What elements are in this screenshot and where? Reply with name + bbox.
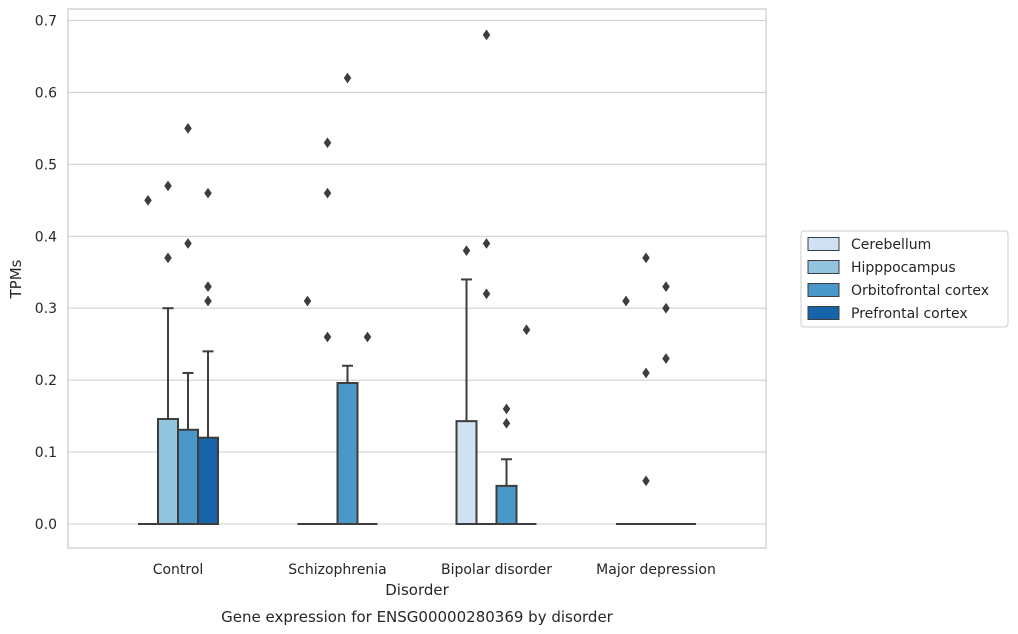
y-tick-label: 0.5: [35, 157, 57, 173]
outlier-point: [622, 295, 630, 307]
box-body: [157, 417, 179, 525]
outlier-point: [184, 122, 192, 134]
y-tick-label: 0.3: [35, 301, 57, 317]
legend-swatch: [807, 260, 840, 274]
legend-label: Hipppocampus: [851, 260, 956, 276]
x-tick-label: Bipolar disorder: [441, 562, 552, 578]
box-orbitofrontal-cortex: [177, 371, 199, 525]
y-tick-labels: 0.0 0.1 0.2 0.3 0.4 0.5 0.6 0.7: [35, 14, 57, 534]
outlier-point: [323, 137, 332, 149]
box-orbitofrontal-cortex: [495, 458, 518, 526]
outlier-point: [363, 331, 372, 343]
figure-caption: Gene expression for ENSG00000280369 by d…: [221, 608, 614, 626]
x-tick-label: Major depression: [596, 562, 716, 578]
outlier-point: [164, 180, 172, 192]
legend-label: Prefrontal cortex: [851, 306, 968, 322]
outlier-point: [204, 281, 212, 293]
outlier-point: [323, 331, 332, 343]
outlier-points: [144, 29, 670, 487]
outlier-point: [184, 238, 192, 249]
x-tick-labels: Control Schizophrenia Bipolar disorder Majo…: [153, 562, 716, 578]
legend-label: Orbitofrontal cortex: [851, 283, 989, 299]
outlier-point: [662, 281, 670, 293]
outlier-point: [144, 194, 152, 206]
box-hipppocampus: [157, 307, 179, 525]
outlier-point: [343, 72, 352, 84]
outlier-point: [204, 187, 212, 199]
x-axis-title: Disorder: [385, 581, 449, 599]
box-cerebellum: [455, 278, 478, 526]
box-body: [177, 428, 199, 525]
legend-swatch: [807, 306, 840, 320]
legend: Cerebellum Hipppocampus Orbitofrontal cort…: [800, 230, 1009, 328]
outlier-point: [662, 302, 670, 314]
x-tick-label: Schizophrenia: [288, 562, 386, 578]
x-tick-label: Control: [153, 562, 204, 578]
y-tick-label: 0.1: [35, 445, 57, 461]
box-series: [138, 278, 696, 526]
outlier-point: [204, 295, 212, 307]
outlier-point: [482, 238, 491, 249]
legend-frame: [800, 230, 1009, 328]
outlier-point: [323, 187, 332, 199]
y-tick-label: 0.2: [35, 373, 57, 389]
legend-label: Cerebellum: [851, 237, 931, 253]
box-body: [495, 484, 518, 526]
box-body: [336, 382, 359, 525]
box-prefrontal-cortex: [197, 350, 219, 525]
y-axis-title: TPMs: [7, 259, 25, 299]
outlier-point: [482, 29, 491, 41]
box-body: [197, 436, 219, 525]
y-tick-label: 0.4: [35, 229, 57, 245]
outlier-point: [462, 245, 471, 257]
outlier-point: [642, 475, 650, 487]
outlier-point: [642, 367, 650, 379]
y-tick-label: 0.7: [35, 14, 57, 30]
legend-swatch: [807, 283, 840, 297]
outlier-point: [502, 417, 511, 429]
y-tick-label: 0.6: [35, 85, 57, 101]
outlier-point: [502, 403, 511, 415]
plot-area-frame: [67, 8, 767, 549]
y-tick-label: 0.0: [35, 517, 57, 533]
outlier-point: [482, 288, 491, 300]
outlier-point: [662, 353, 670, 364]
legend-swatch: [807, 237, 840, 251]
box-body: [455, 420, 478, 526]
outlier-point: [164, 252, 172, 264]
outlier-point: [522, 324, 531, 336]
outlier-point: [303, 295, 312, 307]
outlier-point: [642, 252, 650, 264]
box-orbitofrontal-cortex: [336, 364, 359, 525]
